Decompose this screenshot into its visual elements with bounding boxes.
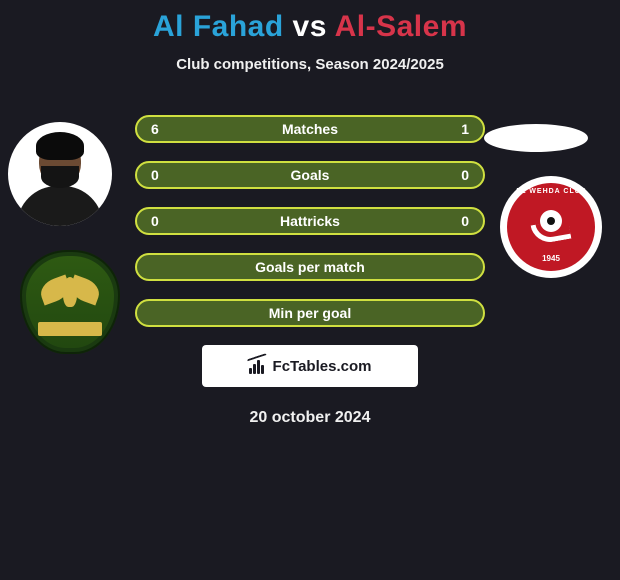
player2-name: Al-Salem: [335, 10, 467, 43]
fctables-label: FcTables.com: [273, 358, 372, 375]
vs-text: vs: [293, 10, 327, 43]
subtitle: Club competitions, Season 2024/2025: [0, 56, 620, 73]
stat-left-value: 0: [151, 167, 159, 183]
player1-name: Al Fahad: [153, 10, 284, 43]
stat-row: 0 Goals 0: [135, 161, 485, 189]
stat-label: Matches: [282, 121, 338, 137]
stat-row: Goals per match: [135, 253, 485, 281]
page-title: Al Fahad vs Al-Salem: [0, 0, 620, 44]
stat-row: Min per goal: [135, 299, 485, 327]
stat-row: 0 Hattricks 0: [135, 207, 485, 235]
stat-label: Hattricks: [280, 213, 340, 229]
stat-row: 6 Matches 1: [135, 115, 485, 143]
stat-label: Goals per match: [255, 259, 365, 275]
stats-area: 6 Matches 1 0 Goals 0 0 Hattricks 0 Goals per mat…: [0, 115, 620, 327]
stat-right-value: 0: [461, 167, 469, 183]
stat-label: Min per goal: [269, 305, 351, 321]
chart-icon: [249, 358, 267, 374]
fctables-watermark: FcTables.com: [202, 345, 418, 387]
date-label: 20 october 2024: [0, 409, 620, 427]
stat-right-value: 1: [461, 121, 469, 137]
stat-left-value: 6: [151, 121, 159, 137]
stat-left-value: 0: [151, 213, 159, 229]
stat-label: Goals: [291, 167, 330, 183]
comparison-card: Al Fahad vs Al-Salem Club competitions, …: [0, 0, 620, 580]
stat-right-value: 0: [461, 213, 469, 229]
